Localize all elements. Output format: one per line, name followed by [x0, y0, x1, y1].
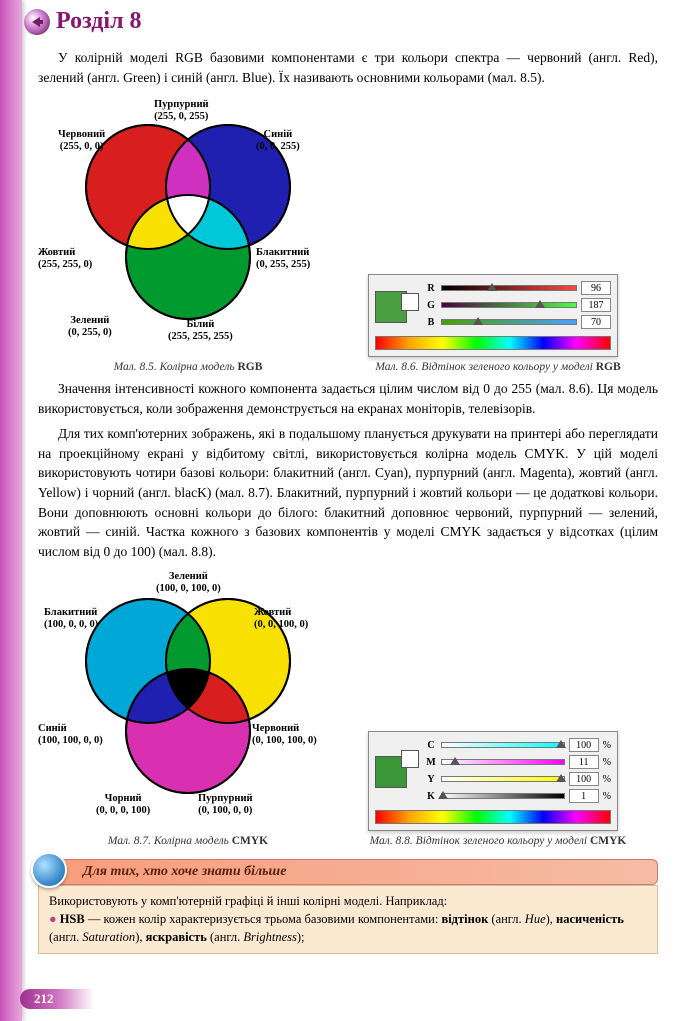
slider-track[interactable] [441, 302, 577, 308]
figure-8-7: Блакитний (100, 0, 0, 0) Зелений (100, 0… [38, 571, 338, 847]
slider-label: R [425, 283, 437, 294]
slider-track[interactable] [441, 759, 565, 765]
percent-label: % [603, 757, 611, 768]
label-cyan2: Блакитний (100, 0, 0, 0) [44, 607, 98, 630]
label-white: Білий (255, 255, 255) [168, 319, 233, 342]
more-line2: ● HSB — кожен колір характеризується трь… [49, 910, 647, 946]
percent-label: % [603, 740, 611, 751]
slider-handle[interactable] [535, 300, 545, 308]
label-yellow2: Жовтий (0, 0, 100, 0) [254, 607, 308, 630]
paragraph-1: У колірній моделі RGB базовими компонент… [38, 48, 658, 87]
slider-handle[interactable] [438, 791, 448, 799]
slider-label: K [425, 791, 437, 802]
page-number: 212 [20, 989, 94, 1009]
label-magenta2: Пурпурний (0, 100, 0, 0) [198, 793, 253, 816]
label-red: Червоний (255, 0, 0) [58, 129, 105, 152]
slider-label: C [425, 740, 437, 751]
cmyk-slider-panel: C 100% M 11% Y 100% K 1% [368, 731, 618, 831]
caption-8-5: Мал. 8.5. Колірна модель RGB [38, 361, 338, 373]
percent-label: % [603, 791, 611, 802]
slider-value[interactable]: 100 [569, 772, 599, 786]
slider-handle[interactable] [473, 317, 483, 325]
figure-8-8: C 100% M 11% Y 100% K 1% Мал. 8.8. Відтінок зел… [368, 731, 628, 847]
slider-label: M [425, 757, 437, 768]
more-line1: Використовують у комп'ютерній графіці й … [49, 892, 647, 910]
slider-label: Y [425, 774, 437, 785]
slider-row-g: G 187 [425, 298, 611, 312]
slider-row-k: K 1% [425, 789, 611, 803]
paragraph-2: Значення інтенсивності кожного компонент… [38, 379, 658, 418]
figures-row-2: Блакитний (100, 0, 0, 0) Зелений (100, 0… [38, 571, 658, 847]
more-info-body: Використовують у комп'ютерній графіці й … [38, 885, 658, 953]
label-yellow: Жовтий (255, 255, 0) [38, 247, 92, 270]
spectrum-bar [375, 336, 611, 350]
percent-label: % [603, 774, 611, 785]
slider-track[interactable] [441, 285, 577, 291]
slider-track[interactable] [441, 776, 565, 782]
caption-8-7: Мал. 8.7. Колірна модель CMYK [38, 835, 338, 847]
slider-row-r: R 96 [425, 281, 611, 295]
slider-row-c: C 100% [425, 738, 611, 752]
slider-value[interactable]: 1 [569, 789, 599, 803]
rgb-venn-diagram: Червоний (255, 0, 0) Пурпурний (255, 0, … [38, 97, 338, 357]
label-magenta: Пурпурний (255, 0, 255) [154, 99, 209, 122]
slider-label: B [425, 317, 437, 328]
slider-handle[interactable] [487, 283, 497, 291]
label-blue: Синій (0, 0, 255) [256, 129, 300, 152]
slider-handle[interactable] [450, 757, 460, 765]
label-red2: Червоний (0, 100, 100, 0) [252, 723, 317, 746]
slider-row-y: Y 100% [425, 772, 611, 786]
chapter-title: Розділ 8 [56, 8, 142, 35]
rgb-swatch-bg [401, 293, 419, 311]
label-blue2: Синій (100, 100, 0, 0) [38, 723, 103, 746]
figures-row-1: Червоний (255, 0, 0) Пурпурний (255, 0, … [38, 97, 658, 373]
slider-row-b: B 70 [425, 315, 611, 329]
slider-track[interactable] [441, 319, 577, 325]
slider-track[interactable] [441, 793, 565, 799]
slider-track[interactable] [441, 742, 565, 748]
slider-label: G [425, 300, 437, 311]
rgb-slider-panel: R 96 G 187 B 70 [368, 274, 618, 357]
page-sidebar [0, 0, 22, 1021]
chapter-header: Розділ 8 [24, 8, 142, 35]
slider-value[interactable]: 11 [569, 755, 599, 769]
arrow-icon [24, 9, 50, 35]
caption-8-8: Мал. 8.8. Відтінок зеленого кольору у мо… [368, 835, 628, 847]
figure-8-6: R 96 G 187 B 70 Мал. 8.6. Відтінок зеленого к… [368, 274, 628, 373]
slider-value[interactable]: 70 [581, 315, 611, 329]
more-info-header: Для тих, хто хоче знати більше [38, 859, 658, 885]
cmyk-swatch-bg [401, 750, 419, 768]
slider-row-m: M 11% [425, 755, 611, 769]
figure-8-5: Червоний (255, 0, 0) Пурпурний (255, 0, … [38, 97, 338, 373]
caption-8-6: Мал. 8.6. Відтінок зеленого кольору у мо… [368, 361, 628, 373]
page-content: У колірній моделі RGB базовими компонент… [38, 48, 658, 954]
label-green: Зелений (0, 255, 0) [68, 315, 112, 338]
label-green2: Зелений (100, 0, 100, 0) [156, 571, 221, 594]
label-black2: Чорний (0, 0, 0, 100) [96, 793, 150, 816]
slider-value[interactable]: 100 [569, 738, 599, 752]
slider-handle[interactable] [556, 774, 566, 782]
info-icon [31, 852, 67, 888]
slider-value[interactable]: 187 [581, 298, 611, 312]
label-cyan: Блакитний (0, 255, 255) [256, 247, 310, 270]
paragraph-3: Для тих комп'ютерних зображень, які в по… [38, 424, 658, 561]
slider-value[interactable]: 96 [581, 281, 611, 295]
slider-handle[interactable] [556, 740, 566, 748]
spectrum-bar-2 [375, 810, 611, 824]
cmyk-venn-diagram: Блакитний (100, 0, 0, 0) Зелений (100, 0… [38, 571, 338, 831]
